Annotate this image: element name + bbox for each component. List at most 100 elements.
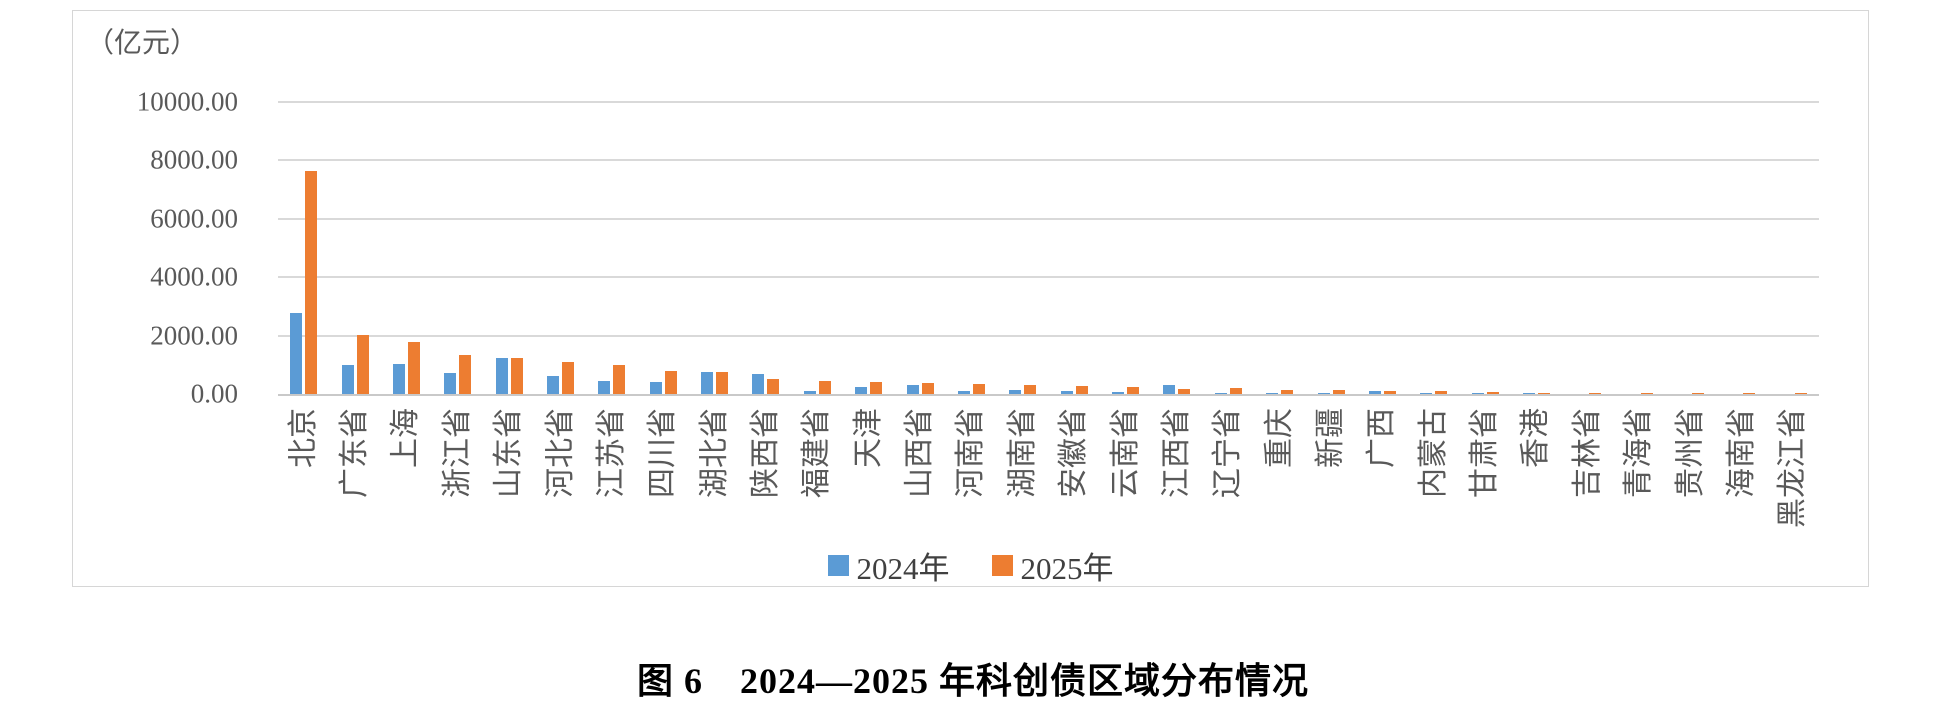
y-axis-tick-label: 2000.00 (150, 320, 238, 351)
bar-group-山东省 (483, 102, 534, 394)
bar-group-江西省 (1151, 102, 1202, 394)
bar-group-安徽省 (1049, 102, 1100, 394)
bar-2024年-浙江省 (444, 373, 457, 394)
bar-2024年-新疆 (1317, 392, 1330, 394)
bar-2025年-重庆 (1281, 389, 1294, 394)
bar-2025年-海南省 (1743, 393, 1756, 394)
legend-swatch-icon (991, 555, 1013, 576)
bar-group-香港 (1511, 102, 1562, 394)
gridline (278, 276, 1819, 279)
y-axis-tick-label: 0.00 (190, 378, 238, 409)
bar-group-天津 (843, 102, 894, 394)
bar-2024年-甘肃省 (1471, 393, 1484, 394)
bar-group-新疆 (1305, 102, 1356, 394)
bar-group-青海省 (1614, 102, 1665, 394)
bar-2024年-江苏省 (598, 380, 611, 394)
plot-area (278, 101, 1819, 396)
bar-2024年-山西省 (906, 385, 919, 394)
y-axis: 0.00 2000.00 4000.00 6000.00 8000.00 10000.00 (73, 11, 238, 586)
bar-2025年-贵州省 (1692, 393, 1705, 394)
bar-group-贵州省 (1665, 102, 1716, 394)
bar-group-山西省 (894, 102, 945, 394)
bar-2025年-吉林省 (1589, 392, 1602, 394)
bar-group-河南省 (946, 102, 997, 394)
bar-2025年-湖南省 (1024, 384, 1037, 394)
bar-2024年-江西省 (1163, 384, 1176, 394)
bar-group-四川省 (638, 102, 689, 394)
bar-group-吉林省 (1562, 102, 1613, 394)
gridline (278, 334, 1819, 337)
legend-swatch-icon (827, 555, 849, 576)
bar-2025年-江西省 (1178, 388, 1191, 394)
bar-group-广东省 (329, 102, 380, 394)
bar-group-广西 (1357, 102, 1408, 394)
bar-group-湖北省 (689, 102, 740, 394)
bar-2025年-福建省 (818, 380, 831, 394)
bar-2025年-香港 (1537, 392, 1550, 394)
bar-2024年-福建省 (803, 390, 816, 394)
bar-2024年-上海 (392, 363, 405, 394)
gridline (278, 101, 1819, 103)
bar-2024年-广东省 (341, 365, 354, 394)
bar-2024年-香港 (1522, 392, 1535, 394)
bar-2025年-甘肃省 (1486, 391, 1499, 394)
bar-2024年-内蒙古 (1420, 393, 1433, 394)
bar-group-福建省 (792, 102, 843, 394)
bar-2024年-湖北省 (701, 372, 714, 394)
bar-2024年-四川省 (649, 382, 662, 394)
bar-group-河北省 (535, 102, 586, 394)
bar-2025年-陕西省 (767, 378, 780, 394)
bar-2025年-上海 (407, 342, 420, 394)
bar-2025年-辽宁省 (1229, 387, 1242, 394)
chart-legend: 2024年 2025年 (73, 543, 1868, 588)
legend-label: 2024年 (856, 551, 950, 586)
bar-group-上海 (381, 102, 432, 394)
y-axis-tick-label: 4000.00 (150, 261, 238, 292)
bar-2025年-天津 (870, 381, 883, 394)
bar-group-江苏省 (586, 102, 637, 394)
bar-group-甘肃省 (1459, 102, 1510, 394)
bar-2024年-湖南省 (1009, 389, 1022, 394)
bar-2025年-安徽省 (1075, 386, 1088, 394)
bar-2025年-广东省 (356, 334, 369, 394)
legend-label: 2025年 (1020, 551, 1114, 586)
bar-2024年-陕西省 (752, 373, 765, 394)
bar-2025年-山东省 (510, 358, 523, 394)
bar-2025年-四川省 (664, 370, 677, 394)
figure-caption: 图 6 2024—2025 年科创债区域分布情况 (636, 661, 1309, 701)
bar-group-北京 (278, 102, 329, 394)
y-axis-tick-label: 6000.00 (150, 203, 238, 234)
y-axis-tick-label: 8000.00 (150, 144, 238, 175)
bar-2025年-广西 (1383, 390, 1396, 394)
bar-2025年-河北省 (562, 362, 574, 394)
bar-2024年-北京 (290, 313, 303, 394)
bar-2025年-青海省 (1640, 393, 1653, 394)
legend-item-2024年: 2024年 (827, 543, 950, 588)
bar-2025年-河南省 (972, 384, 985, 394)
bar-2024年-河南省 (957, 390, 970, 394)
bar-group-辽宁省 (1203, 102, 1254, 394)
bar-2025年-北京 (305, 171, 318, 394)
bar-group-云南省 (1100, 102, 1151, 394)
legend-item-2025年: 2025年 (991, 543, 1114, 588)
bar-group-重庆 (1254, 102, 1305, 394)
bar-2024年-云南省 (1112, 391, 1125, 394)
bar-group-内蒙古 (1408, 102, 1459, 394)
bar-2025年-湖北省 (716, 371, 729, 394)
bar-group-陕西省 (740, 102, 791, 394)
bar-2024年-河北省 (547, 376, 559, 394)
bar-2025年-浙江省 (459, 354, 472, 394)
bar-2025年-山西省 (921, 382, 934, 394)
bar-2025年-黑龙江省 (1794, 393, 1807, 394)
bar-group-湖南省 (997, 102, 1048, 394)
bar-2024年-山东省 (495, 358, 508, 394)
bar-2024年-重庆 (1266, 393, 1279, 394)
bar-2024年-天津 (855, 387, 868, 394)
bar-2024年-广西 (1368, 391, 1381, 394)
bar-2024年-安徽省 (1060, 390, 1073, 394)
chart-container: （亿元） 0.00 2000.00 4000.00 6000.00 8000.00 100… (72, 10, 1869, 587)
y-axis-tick-label: 10000.00 (136, 86, 238, 117)
bar-group-浙江省 (432, 102, 483, 394)
bar-2025年-云南省 (1127, 387, 1140, 394)
